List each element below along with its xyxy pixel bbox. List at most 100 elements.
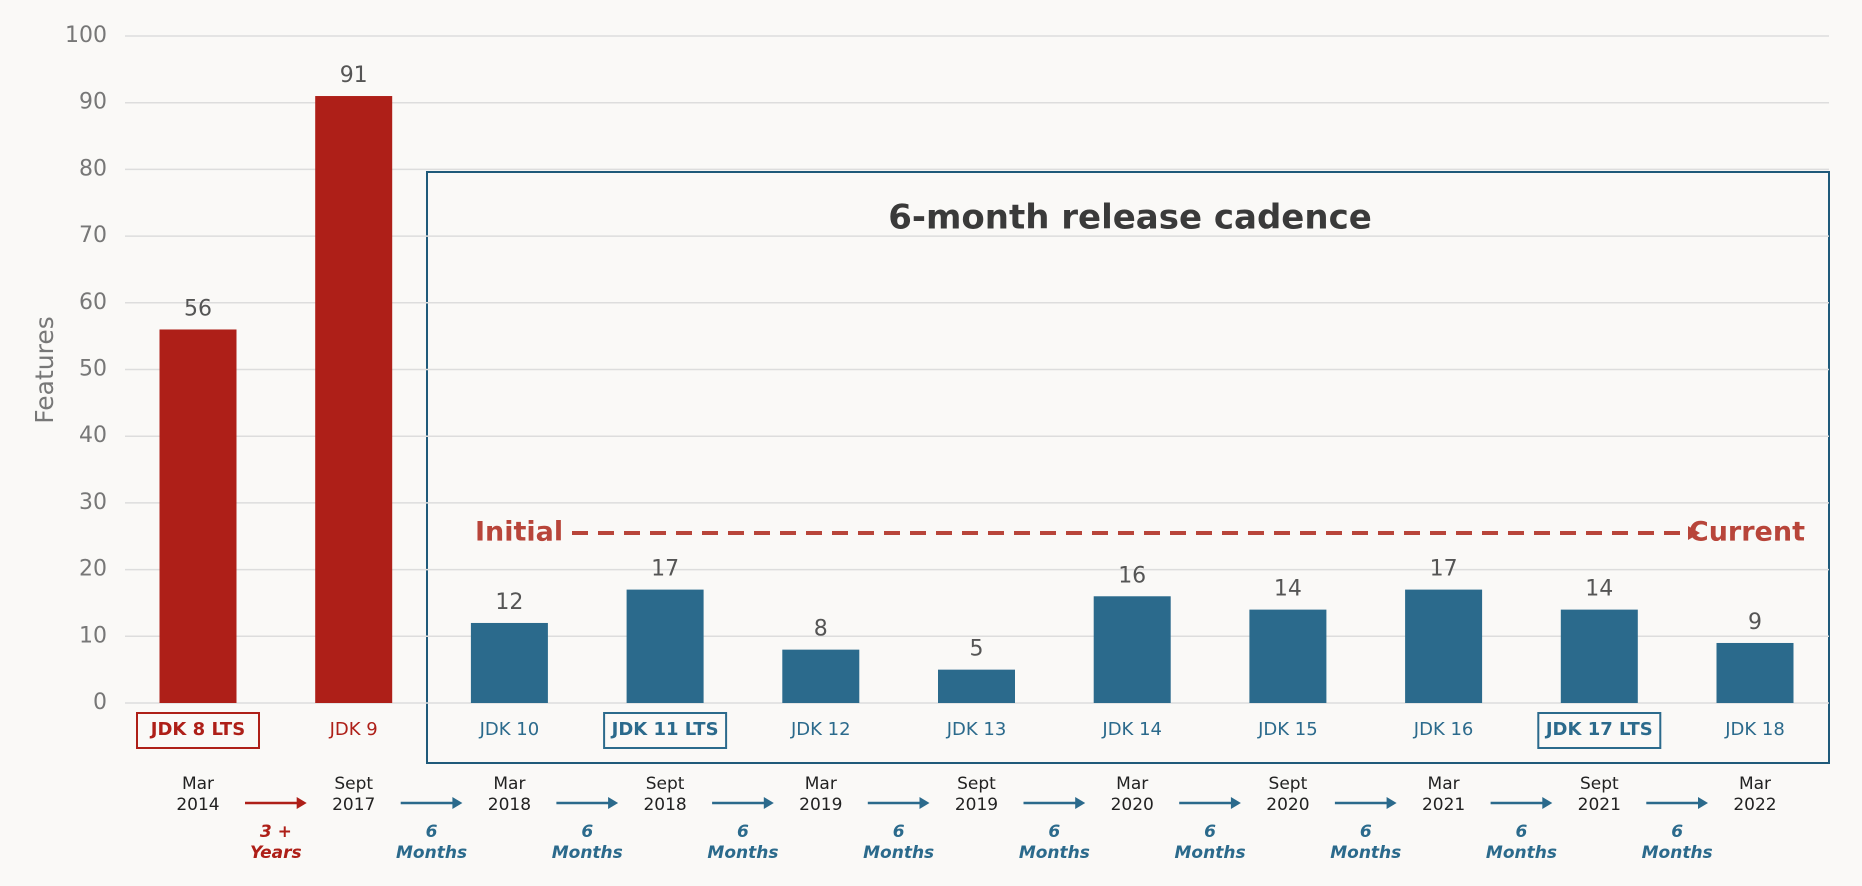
- interval-arrowhead: [296, 797, 307, 809]
- x-tick-label: JDK 8 LTS: [149, 719, 245, 740]
- value-label: 17: [1430, 557, 1458, 582]
- x-tick-label: JDK 17 LTS: [1544, 719, 1653, 740]
- date-label: Mar: [182, 774, 214, 794]
- value-label: 16: [1118, 563, 1146, 588]
- bar: [782, 649, 860, 703]
- trend-start: Initial: [475, 517, 563, 548]
- trend-end: Current: [1689, 517, 1805, 548]
- interval-label: 6: [426, 822, 438, 842]
- interval-label: 6: [581, 822, 593, 842]
- interval-arrowhead: [919, 797, 930, 809]
- date-label: 2021: [1578, 795, 1621, 815]
- date-label: 2018: [643, 795, 686, 815]
- y-tick-label: 80: [79, 156, 107, 181]
- interval-arrowhead: [1230, 797, 1241, 809]
- x-tick-label: JDK 9: [329, 719, 378, 740]
- value-label: 91: [340, 63, 368, 88]
- y-tick-label: 90: [79, 90, 107, 115]
- interval-label: Months: [863, 843, 934, 863]
- interval-label: Months: [1330, 843, 1401, 863]
- chart-title: 6-month release cadence: [888, 198, 1372, 238]
- date-label: 2018: [488, 795, 531, 815]
- interval-label: 6: [737, 822, 749, 842]
- date-label: 2021: [1422, 795, 1465, 815]
- x-tick-label: JDK 10: [479, 719, 540, 740]
- value-label: 5: [970, 637, 984, 662]
- bar: [315, 96, 393, 703]
- interval-label: Months: [396, 843, 467, 863]
- value-label: 8: [814, 617, 828, 642]
- interval-arrowhead: [1542, 797, 1553, 809]
- date-label: Mar: [1739, 774, 1771, 794]
- interval-arrowhead: [763, 797, 774, 809]
- date-label: Sept: [1580, 774, 1619, 794]
- y-tick-label: 0: [93, 690, 107, 715]
- y-tick-label: 70: [79, 223, 107, 248]
- x-tick-label: JDK 12: [790, 719, 851, 740]
- value-label: 9: [1748, 610, 1762, 635]
- y-tick-label: 40: [79, 423, 107, 448]
- y-tick-label: 30: [79, 490, 107, 515]
- y-tick-label: 10: [79, 623, 107, 648]
- bar: [1405, 589, 1483, 703]
- interval-label: 3 +: [260, 822, 292, 842]
- bar: [1560, 609, 1638, 703]
- date-label: Mar: [493, 774, 525, 794]
- bar: [1093, 596, 1171, 703]
- value-label: 14: [1585, 577, 1613, 602]
- x-tick-label: JDK 11 LTS: [610, 719, 719, 740]
- y-tick-label: 100: [65, 23, 107, 48]
- date-label: Sept: [334, 774, 373, 794]
- date-label: Sept: [957, 774, 996, 794]
- x-tick-label: JDK 14: [1101, 719, 1162, 740]
- interval-label: Months: [1175, 843, 1246, 863]
- category-outline: [136, 712, 260, 749]
- interval-label: 6: [1204, 822, 1216, 842]
- date-label: Mar: [1428, 774, 1460, 794]
- interval-label: Months: [1642, 843, 1713, 863]
- value-label: 56: [184, 296, 212, 321]
- interval-arrowhead: [1386, 797, 1397, 809]
- interval-arrowhead: [1075, 797, 1086, 809]
- interval-arrowhead: [1698, 797, 1708, 809]
- interval-arrowhead: [608, 797, 619, 809]
- date-label: 2019: [955, 795, 998, 815]
- date-label: 2019: [799, 795, 842, 815]
- interval-label: 6: [1360, 822, 1372, 842]
- x-tick-label: JDK 15: [1257, 719, 1318, 740]
- bar: [470, 622, 548, 703]
- date-label: Mar: [1116, 774, 1148, 794]
- interval-label: Months: [552, 843, 623, 863]
- y-axis-label: Features: [30, 316, 59, 424]
- bar: [159, 329, 237, 703]
- category-outline: [603, 712, 728, 749]
- bar: [626, 589, 704, 703]
- interval-label: Months: [707, 843, 778, 863]
- interval-label: 6: [1671, 822, 1683, 842]
- y-tick-label: 50: [79, 357, 107, 382]
- date-label: Mar: [805, 774, 837, 794]
- value-label: 12: [495, 590, 523, 615]
- x-tick-label: JDK 16: [1413, 719, 1474, 740]
- interval-label: Months: [1486, 843, 1557, 863]
- bar: [1716, 642, 1794, 703]
- date-label: Sept: [646, 774, 685, 794]
- y-tick-label: 20: [79, 557, 107, 582]
- x-tick-label: JDK 18: [1724, 719, 1785, 740]
- category-outline: [1537, 712, 1662, 749]
- interval-arrowhead: [452, 797, 463, 809]
- date-label: 2020: [1266, 795, 1309, 815]
- date-label: Sept: [1269, 774, 1308, 794]
- value-label: 14: [1274, 577, 1302, 602]
- interval-label: 6: [1048, 822, 1060, 842]
- value-label: 17: [651, 557, 679, 582]
- date-label: 2014: [176, 795, 219, 815]
- date-label: 2020: [1111, 795, 1154, 815]
- interval-label: Months: [1019, 843, 1090, 863]
- trend-arrow: [1688, 526, 1700, 540]
- y-tick-label: 60: [79, 290, 107, 315]
- bar: [938, 669, 1015, 703]
- bar: [1249, 609, 1327, 703]
- interval-label: 6: [1516, 822, 1528, 842]
